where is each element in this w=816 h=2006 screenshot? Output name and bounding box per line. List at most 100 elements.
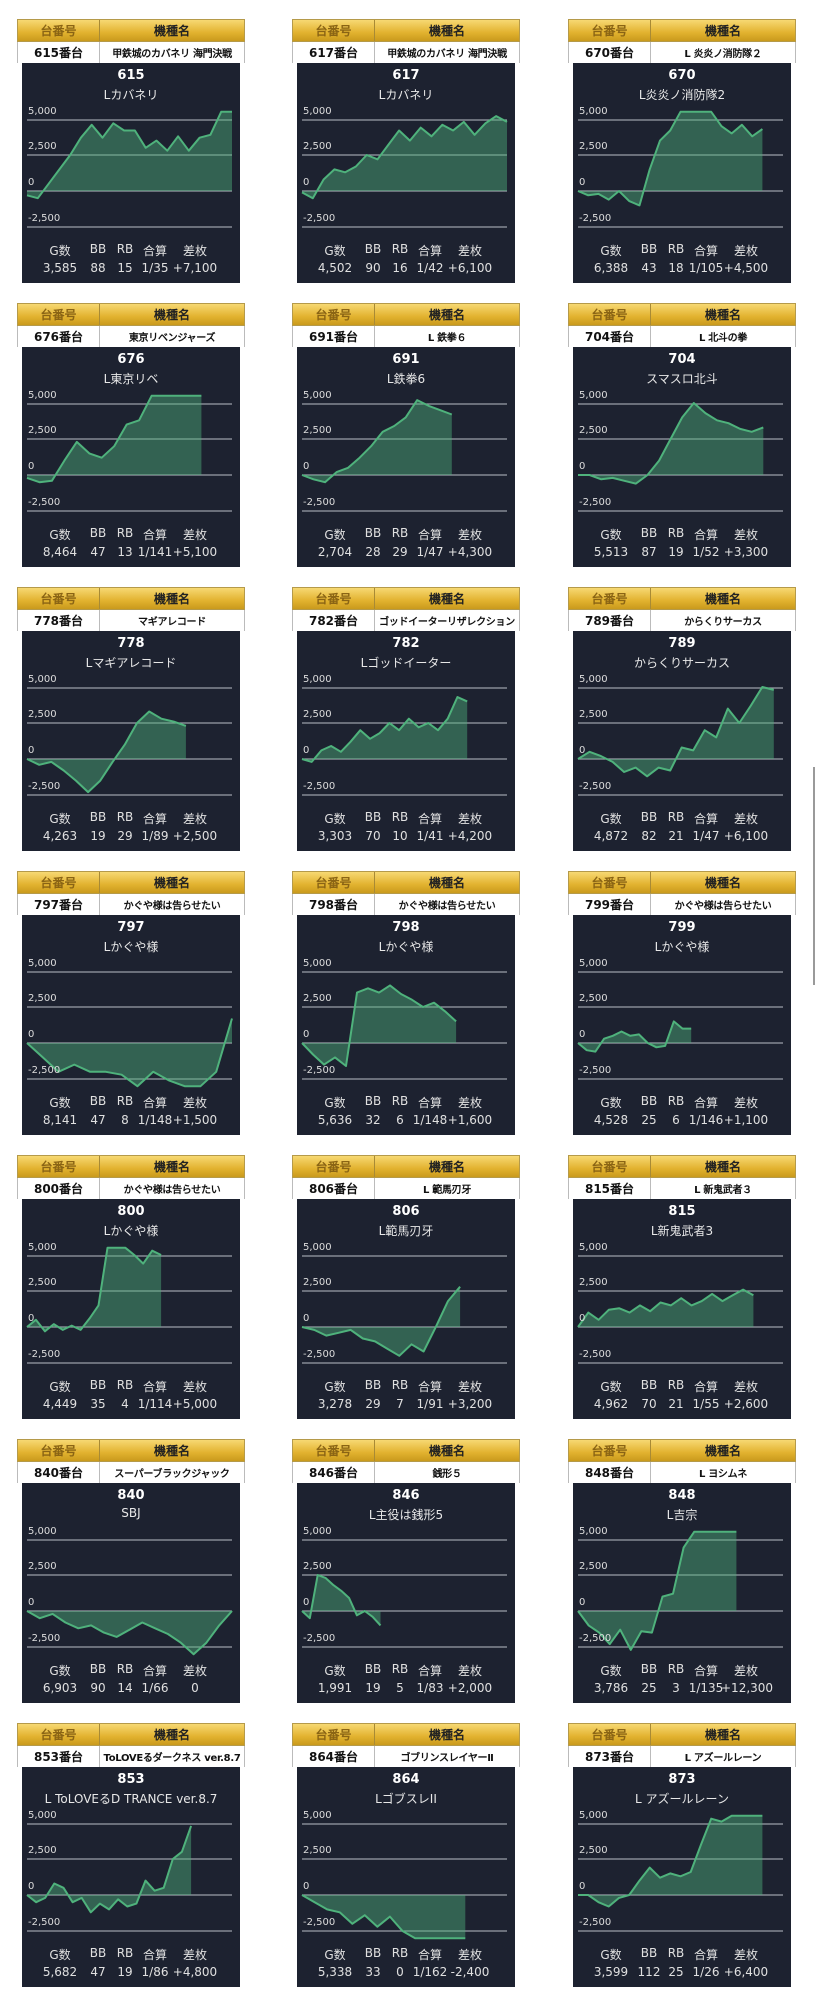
stat-value: 3,786: [593, 1681, 629, 1695]
machine-card[interactable]: 台番号 機種名 676番台 東京リベンジャーズ 676 L東京リベ 5,000 2,…: [17, 303, 245, 569]
y-tick-label: 5,000: [303, 106, 332, 117]
header-number-label: 台番号: [293, 1724, 375, 1745]
header-model-label: 機種名: [704, 1160, 741, 1174]
y-tick-label: 2,500: [28, 141, 57, 152]
stat-value: +4,200: [447, 829, 493, 843]
stat-label: 合算: [693, 1664, 718, 1678]
stat-label: RB: [667, 242, 685, 256]
y-tick-label: 0: [579, 1597, 586, 1608]
machine-card[interactable]: 台番号 機種名 853番台 ToLOVEるダークネス ver.8.7 853 L…: [17, 1723, 245, 1989]
graph-number: 670: [668, 68, 696, 83]
machine-card[interactable]: 台番号 機種名 797番台 かぐや様は告らせたい 797 Lかぐや様 5,000 2…: [17, 871, 245, 1137]
graph-machine-name: L範馬刃牙: [378, 1224, 434, 1238]
machine-card[interactable]: 台番号 機種名 846番台 銭形５ 846 L主役は銭形5 5,000 2,500 0…: [292, 1439, 520, 1705]
stat-label: 差枚: [182, 812, 207, 826]
graph-panel: 806 L範馬刃牙 5,000 2,500 0 -2,500 G数 3,278 BB 29 RB 7…: [297, 1199, 515, 1419]
machine-card[interactable]: 台番号 機種名 848番台 L ヨシムネ 848 L吉宗 5,000 2,500 0 -…: [568, 1439, 796, 1705]
machine-card[interactable]: 台番号 機種名 782番台 ゴッドイーターリザレクション 782 Lゴッドイータ…: [292, 587, 520, 853]
y-tick-label: 0: [303, 1881, 310, 1892]
slump-graph: [26, 110, 232, 228]
graph-number: 797: [117, 920, 145, 935]
machine-card[interactable]: 台番号 機種名 778番台 マギアレコード 778 Lマギアレコード 5,000 2…: [17, 587, 245, 853]
graph-machine-name: L東京リベ: [103, 372, 159, 386]
machine-card[interactable]: 台番号 機種名 840番台 スーパーブラックジャック 840 SBJ 5,000 2…: [17, 1439, 245, 1705]
graph-line: [26, 1246, 162, 1333]
machine-card[interactable]: 台番号 機種名 799番台 かぐや様は告らせたい 799 Lかぐや様 5,000 2…: [568, 871, 796, 1137]
stat-value: 6,903: [42, 1681, 78, 1695]
stat-label: 合算: [693, 812, 718, 826]
machine-card[interactable]: 台番号 機種名 815番台 L 新鬼武者３ 815 L新鬼武者3 5,000 2,5…: [568, 1155, 796, 1421]
y-tick-label: 2,500: [28, 1561, 57, 1572]
y-tick-label: -2,500: [303, 213, 336, 224]
machine-card[interactable]: 台番号 機種名 800番台 かぐや様は告らせたい 800 Lかぐや様 5,000 2…: [17, 1155, 245, 1421]
graph-number: 617: [392, 68, 420, 83]
y-tick-label: 0: [303, 745, 310, 756]
stat-label: 差枚: [182, 528, 207, 542]
graph-machine-name: Lマギアレコード: [85, 656, 177, 670]
stat-label: G数: [49, 1664, 71, 1678]
slump-graph: [301, 971, 507, 1080]
machine-card[interactable]: 台番号 機種名 617番台 甲鉄城のカバネリ 海門決戦 617 Lカバネリ 5,0…: [292, 19, 520, 285]
header-model-label: 機種名: [704, 24, 741, 38]
slump-graph: [26, 687, 232, 796]
stat-label: BB: [640, 1946, 658, 1960]
stat-value: 4,449: [42, 1397, 78, 1411]
stat-value: 6,388: [593, 261, 629, 275]
graph-panel: 691 L鉄拳6 5,000 2,500 0 -2,500 G数 2,704 BB 28 RB 29…: [297, 347, 515, 567]
stat-label: 差枚: [182, 244, 207, 258]
machine-model: 甲鉄城のカバネリ 海門決戦: [112, 49, 232, 60]
machine-card[interactable]: 台番号 機種名 798番台 かぐや様は告らせたい 798 Lかぐや様 5,000 2…: [292, 871, 520, 1137]
y-tick-label: 0: [28, 1313, 35, 1324]
y-tick-label: 5,000: [28, 1242, 57, 1253]
machine-model: 銭形５: [432, 1469, 462, 1480]
slump-graph: [301, 1823, 507, 1940]
header-number-label: 台番号: [569, 1724, 651, 1745]
machine-card[interactable]: 台番号 機種名 704番台 L 北斗の拳 704 スマスロ北斗 5,000 2,50…: [568, 303, 796, 569]
machine-number: 846番台: [293, 1462, 375, 1483]
stat-value: 5: [396, 1681, 404, 1695]
stat-value: 19: [117, 1965, 133, 1979]
stat-value: 90: [90, 1681, 106, 1695]
y-tick-label: 2,500: [303, 1277, 332, 1288]
stat-value: 5,682: [42, 1965, 78, 1979]
graph-panel: 873 L アズールレーン 5,000 2,500 0 -2,500 G数 3,599 BB 1…: [573, 1767, 791, 1987]
graph-number: 778: [117, 636, 145, 651]
y-tick-label: 5,000: [28, 1810, 57, 1821]
card-info-row: 798番台 かぐや様は告らせたい: [292, 894, 520, 915]
graph-panel: 846 L主役は銭形5 5,000 2,500 0 -2,500 G数 1,991 BB 19 R…: [297, 1483, 515, 1703]
machine-card[interactable]: 台番号 機種名 615番台 甲鉄城のカバネリ 海門決戦 615 Lカバネリ 5,0…: [17, 19, 245, 285]
graph-line: [301, 1286, 461, 1357]
card-info-row: 873番台 L アズールレーン: [568, 1746, 796, 1767]
graph-panel: 670 L炎炎ノ消防隊2 5,000 2,500 0 -2,500 G数 6,388 BB 43…: [573, 63, 791, 283]
machine-card[interactable]: 台番号 機種名 873番台 L アズールレーン 873 L アズールレーン 5,0…: [568, 1723, 796, 1989]
stat-value: 1/35: [141, 261, 169, 275]
y-tick-label: 0: [303, 1597, 310, 1608]
stat-label: G数: [49, 528, 71, 542]
graph-line: [26, 110, 232, 200]
stat-label: G数: [600, 812, 622, 826]
stat-label: 合算: [693, 528, 718, 542]
header-model-label: 機種名: [704, 1444, 741, 1458]
stat-value: +3,200: [447, 1397, 493, 1411]
graph-number: 848: [668, 1488, 696, 1503]
card-header: 台番号 機種名: [17, 1155, 245, 1178]
stat-value: 4,263: [42, 829, 78, 843]
scrollbar[interactable]: [813, 767, 815, 985]
stat-label: 合算: [693, 1948, 718, 1962]
stat-value: 112: [637, 1965, 661, 1979]
stat-value: 6: [396, 1113, 404, 1127]
slump-graph: [577, 110, 783, 228]
machine-card[interactable]: 台番号 機種名 806番台 L 範馬刃牙 806 L範馬刃牙 5,000 2,500…: [292, 1155, 520, 1421]
machine-card[interactable]: 台番号 機種名 789番台 からくりサーカス 789 からくりサーカス 5,000…: [568, 587, 796, 853]
machine-model: かぐや様は告らせたい: [674, 901, 772, 912]
stat-label: BB: [640, 242, 658, 256]
machine-card[interactable]: 台番号 機種名 864番台 ゴブリンスレイヤーⅡ 864 LゴブスレII 5,00…: [292, 1723, 520, 1989]
stat-value: 29: [117, 829, 133, 843]
y-tick-label: 5,000: [579, 1242, 608, 1253]
graph-line: [301, 1574, 382, 1627]
stat-label: RB: [667, 1946, 685, 1960]
stat-label: RB: [116, 810, 134, 824]
machine-card[interactable]: 台番号 機種名 691番台 L 鉄拳６ 691 L鉄拳6 5,000 2,500 0 -…: [292, 303, 520, 569]
header-number-label: 台番号: [569, 304, 651, 325]
machine-card[interactable]: 台番号 機種名 670番台 L 炎炎ノ消防隊２ 670 L炎炎ノ消防隊2 5,00…: [568, 19, 796, 285]
